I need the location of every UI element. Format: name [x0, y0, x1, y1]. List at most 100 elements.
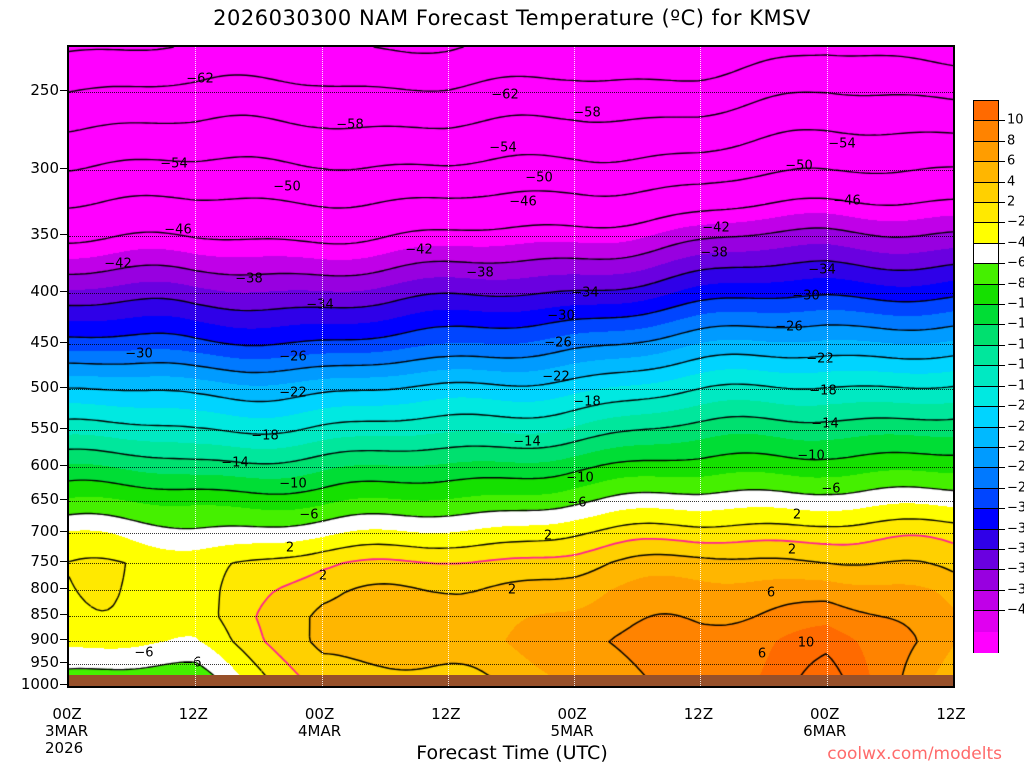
x-tick-time: 12Z — [431, 705, 461, 723]
y-axis-tick — [60, 684, 67, 685]
y-axis-tick-label: 300 — [30, 159, 59, 178]
contour-label: −26 — [544, 335, 572, 351]
colorbar-tick — [973, 426, 1005, 428]
colorbar-tick-label: −40 — [1007, 602, 1024, 618]
colorbar-tick — [973, 528, 1005, 530]
colorbar-tick-label: −20 — [1007, 398, 1024, 414]
title-text: 2026030300 NAM Forecast Temperature (ºC)… — [213, 6, 811, 30]
y-axis-tick-label: 550 — [30, 418, 59, 437]
colorbar-segment — [974, 529, 998, 551]
colorbar-tick — [973, 508, 1005, 510]
contour-label: −42 — [702, 220, 730, 236]
contour-label: −18 — [573, 394, 601, 410]
contour-label: −22 — [279, 385, 307, 401]
contour-label: −14 — [221, 455, 249, 471]
colorbar-segment — [974, 509, 998, 531]
colorbar-tick — [973, 385, 1005, 387]
colorbar-segment — [974, 366, 998, 388]
y-axis-tick — [60, 588, 67, 590]
y-axis-tick — [60, 499, 67, 501]
y-axis-tick-label: 650 — [30, 490, 59, 509]
contour-label: −34 — [306, 297, 334, 313]
colorbar-tick-label: −10 — [1007, 296, 1024, 312]
y-axis-tick — [60, 90, 67, 92]
colorbar-tick-label: −12 — [1007, 316, 1024, 332]
colorbar-segment — [974, 182, 998, 204]
x-axis: 00Z 12Z 00Z 4MAR 12Z 00Z 5MAR 12Z 00Z 6MAR 12Z — [52, 690, 965, 768]
contour-label: −38 — [466, 265, 494, 281]
colorbar-tick-label: −38 — [1007, 582, 1024, 598]
contour-label: 6 — [766, 585, 776, 601]
terrain-band — [69, 675, 953, 686]
y-axis-tick — [60, 427, 67, 429]
vertical-gridline — [700, 47, 702, 686]
horizontal-gridline — [69, 664, 953, 666]
contour-label: −30 — [125, 346, 153, 362]
colorbar-segment — [974, 488, 998, 510]
contour-label: −46 — [164, 222, 192, 238]
contour-label: −50 — [785, 158, 813, 174]
colorbar-tick-label: −2 — [1007, 214, 1024, 230]
x-tick-date: 5MAR — [550, 722, 594, 740]
colorbar — [973, 100, 999, 653]
colorbar-tick — [973, 365, 1005, 367]
x-tick-time: 00Z — [52, 705, 82, 723]
contour-label: −6 — [134, 645, 154, 661]
y-axis-tick-label: 900 — [30, 629, 59, 648]
y-axis-tick — [60, 341, 67, 343]
colorbar-segment — [974, 325, 998, 347]
contour-label: −26 — [279, 349, 307, 365]
contour-label: −30 — [792, 288, 820, 304]
horizontal-gridline — [69, 389, 953, 391]
colorbar-segment — [974, 284, 998, 306]
x-axis-tick-label: 12Z — [684, 706, 713, 723]
colorbar-tick-label: −26 — [1007, 459, 1024, 475]
colorbar-segment — [974, 468, 998, 490]
colorbar-segment — [974, 243, 998, 265]
y-axis-tick-label: 250 — [30, 81, 59, 100]
contour-label: −50 — [525, 170, 553, 186]
contour-label: −46 — [509, 194, 537, 210]
y-axis-tick-label: 450 — [30, 332, 59, 351]
horizontal-gridline — [69, 533, 953, 535]
contour-label: −62 — [186, 71, 214, 87]
x-axis-year: 2026 — [45, 739, 84, 757]
colorbar-segment — [974, 141, 998, 163]
x-axis-date-stamp: 3MAR 2026 — [45, 723, 88, 757]
colorbar-tick-label: −28 — [1007, 480, 1024, 496]
colorbar-tick-label: 6 — [1007, 153, 1016, 169]
y-axis-tick — [60, 614, 67, 616]
contour-label: −42 — [104, 256, 132, 272]
colorbar-segment — [974, 427, 998, 449]
colorbar-tick — [973, 120, 1005, 122]
horizontal-gridline — [69, 686, 953, 687]
x-axis-tick-label: 12Z — [936, 706, 965, 723]
y-axis-tick-label: 700 — [30, 522, 59, 541]
contour-label: 2 — [318, 568, 328, 584]
colorbar-tick — [973, 202, 1005, 204]
y-axis-tick — [60, 638, 67, 640]
colorbar-tick — [973, 589, 1005, 591]
contour-label: −38 — [235, 271, 263, 287]
chart-plot-area: −62 −62 −58 −58 −54 −54 −54 −50 −50 −50 −46 −46 −46−… — [67, 45, 955, 688]
y-axis-tick — [60, 465, 67, 467]
colorbar-segment — [974, 305, 998, 327]
contour-label: 6 — [757, 646, 767, 662]
x-tick-time: 12Z — [683, 705, 714, 723]
colorbar-tick-label: −18 — [1007, 378, 1024, 394]
colorbar-tick-label: −16 — [1007, 357, 1024, 373]
contour-label: −26 — [775, 319, 803, 335]
horizontal-gridline — [69, 640, 953, 642]
colorbar-tick — [973, 181, 1005, 183]
x-axis-tick-label: 12Z — [179, 706, 208, 723]
x-axis-label: Forecast Time (UTC) — [416, 742, 608, 764]
contour-label: −62 — [491, 87, 519, 103]
y-axis-tick-label: 750 — [30, 551, 59, 570]
colorbar-tick — [973, 140, 1005, 142]
contour-label: 2 — [792, 507, 802, 523]
colorbar-segment — [974, 121, 998, 143]
contour-label: 2 — [787, 542, 797, 558]
contour-label: −6 — [182, 655, 202, 671]
contour-label: −58 — [336, 117, 364, 133]
contour-label: 10 — [797, 635, 815, 651]
